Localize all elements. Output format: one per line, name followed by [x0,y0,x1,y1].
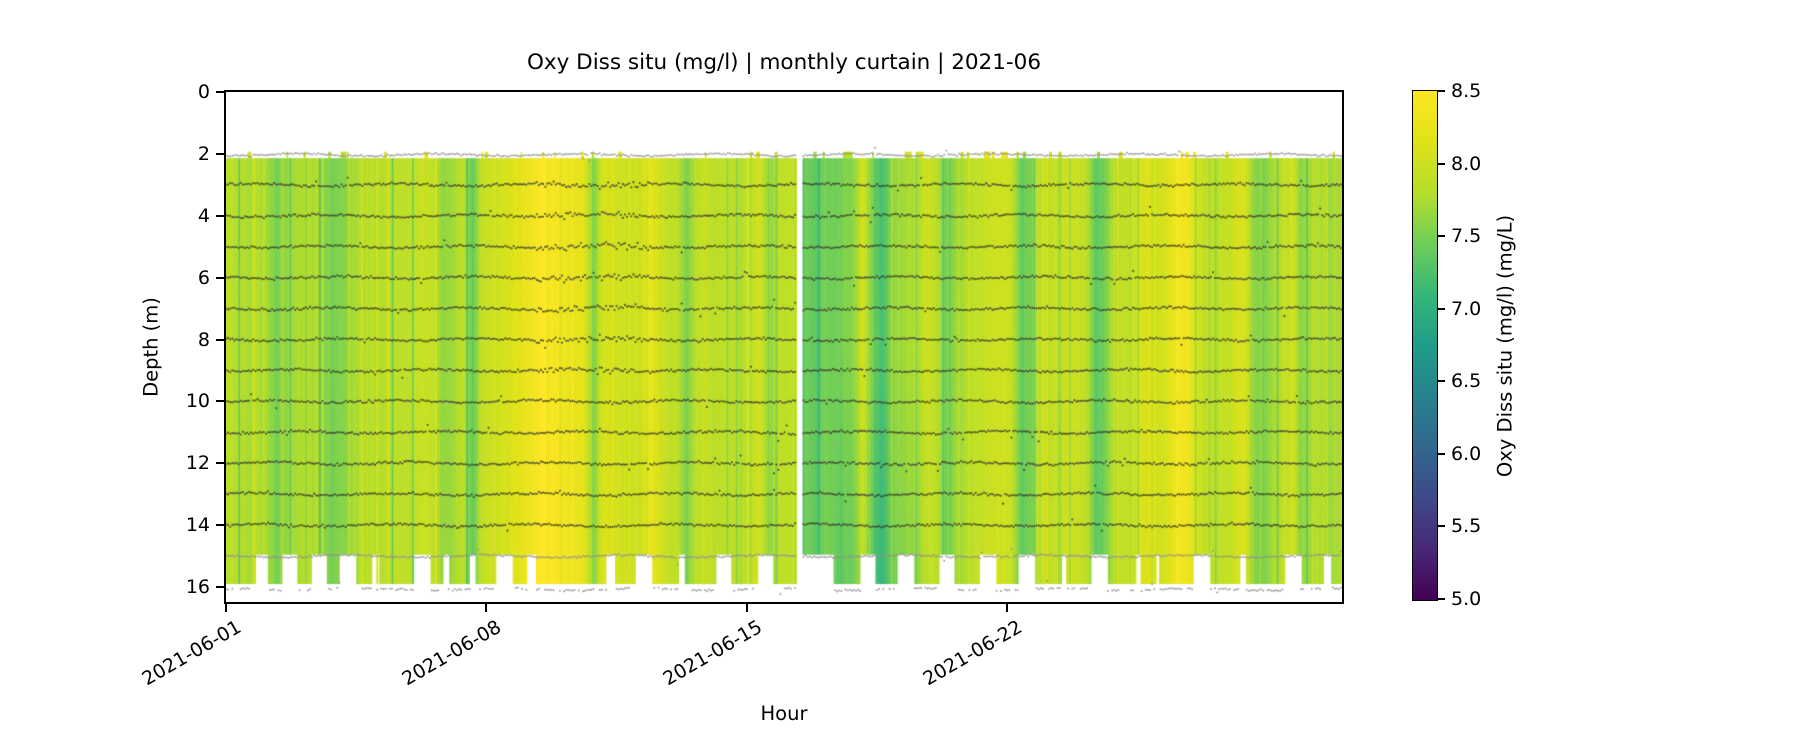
y-tick-label: 8 [197,328,210,351]
x-tick-label: 2021-06-15 [659,616,766,691]
x-axis-label: Hour [760,702,808,725]
colorbar-label: Oxy Diss situ (mg/l) (mg/L) [1493,214,1517,478]
x-tick-label: 2021-06-22 [919,616,1027,691]
chart-title: Oxy Diss situ (mg/l) | monthly curtain |… [526,50,1042,75]
y-tick-label: 2 [197,142,210,165]
x-tick-mark [225,604,227,612]
y-tick-label: 10 [185,390,210,413]
plot-area [224,90,1344,604]
y-tick-mark [216,586,224,589]
y-tick-mark [216,214,224,217]
colorbar-tick-label: 8.5 [1451,80,1482,102]
colorbar-tick-mark [1438,162,1445,165]
colorbar-tick-mark [1438,452,1445,455]
colorbar-tick-label: 5.5 [1451,515,1482,538]
colorbar-tick-label: 7.0 [1451,297,1482,320]
y-tick-mark [216,462,224,465]
curtain-heatmap-canvas [226,92,1342,602]
colorbar-tick-mark [1438,525,1445,528]
y-tick-label: 16 [185,576,210,599]
x-tick-mark [745,604,748,612]
x-tick-mark [485,604,488,612]
colorbar [1412,90,1438,601]
y-tick-label: 0 [197,81,210,103]
colorbar-tick-mark [1438,90,1445,92]
colorbar-tick-label: 7.5 [1451,225,1482,248]
x-tick-mark [1006,604,1009,612]
colorbar-tick-label: 5.0 [1451,588,1482,610]
colorbar-tick-mark [1438,380,1445,383]
colorbar-tick-mark [1438,598,1445,600]
y-tick-mark [216,91,224,93]
colorbar-tick-label: 8.0 [1451,152,1482,175]
colorbar-tick-label: 6.0 [1451,442,1482,465]
x-tick-label: 2021-06-01 [138,616,245,691]
colorbar-tick-label: 6.5 [1451,370,1482,393]
y-tick-label: 12 [185,452,210,475]
y-tick-mark [216,524,224,527]
y-tick-label: 6 [197,266,210,289]
y-tick-mark [216,152,224,155]
y-tick-mark [216,338,224,341]
y-axis-label: Depth (m) [139,297,163,397]
y-tick-mark [216,276,224,279]
colorbar-tick-mark [1438,235,1445,238]
colorbar-tick-mark [1438,307,1445,310]
y-tick-label: 4 [197,204,210,227]
x-tick-label: 2021-06-08 [398,616,506,691]
y-tick-mark [216,400,224,403]
y-tick-label: 14 [185,514,210,537]
